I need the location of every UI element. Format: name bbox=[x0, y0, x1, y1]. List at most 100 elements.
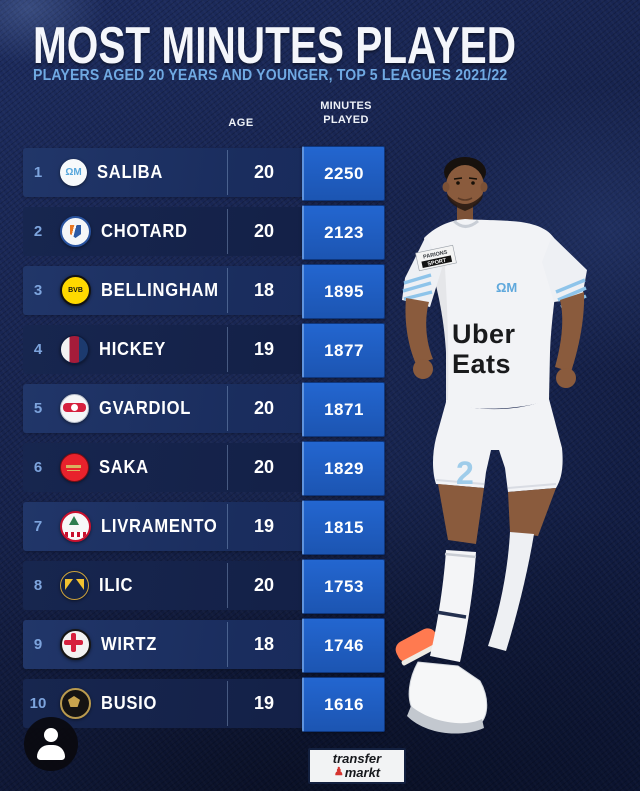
player-name: SALIBA bbox=[97, 162, 164, 182]
age-value: 19 bbox=[253, 339, 275, 359]
column-divider bbox=[227, 268, 228, 313]
marseille-chest-crest-icon: ΩM bbox=[496, 280, 517, 295]
player-name: CHOTARD bbox=[101, 221, 188, 241]
player-thigh-right bbox=[508, 488, 556, 536]
crest-glyph: ΩM bbox=[65, 167, 82, 178]
crest-montpellier-icon bbox=[60, 216, 91, 247]
age-value: 18 bbox=[253, 634, 275, 654]
transfermarkt-logo-line1: transfer bbox=[332, 751, 382, 767]
crest-olympique-marseille-icon: ΩM bbox=[60, 159, 87, 186]
age-value: 18 bbox=[253, 280, 275, 300]
crest-bayer-leverkusen-icon bbox=[60, 629, 91, 660]
crest-venezia-icon bbox=[60, 688, 91, 719]
crest-hellas-verona-icon bbox=[60, 571, 89, 600]
crest-borussia-dortmund-icon: BVB bbox=[60, 275, 91, 306]
rank-label: 7 bbox=[33, 518, 43, 535]
page-subtitle: PLAYERS AGED 20 YEARS AND YOUNGER, TOP 5… bbox=[33, 67, 508, 84]
column-header-minutes-line2: PLAYED bbox=[323, 114, 369, 127]
crest-glyph: BVB bbox=[68, 287, 83, 294]
minutes-value: 1753 bbox=[324, 576, 364, 596]
avatar-button[interactable] bbox=[24, 717, 78, 771]
transfermarkt-logo: transfer ♟ markt bbox=[308, 748, 406, 784]
shirt-sponsor-line1: Uber bbox=[452, 319, 516, 349]
minutes-value: 1815 bbox=[324, 517, 364, 537]
column-header-minutes: MINUTES PLAYED bbox=[305, 99, 387, 128]
column-divider bbox=[227, 386, 228, 431]
player-name: HICKEY bbox=[99, 339, 166, 359]
column-divider bbox=[227, 563, 228, 608]
table-row: 1 ΩM SALIBA 20 2250 bbox=[23, 146, 385, 201]
minutes-box: 1815 bbox=[302, 500, 385, 555]
age-value: 19 bbox=[253, 693, 275, 713]
crest-arsenal-icon bbox=[60, 453, 89, 482]
minutes-value: 1877 bbox=[324, 340, 364, 360]
sponsor-patch-line1: PARIONS bbox=[423, 250, 449, 261]
player-thigh-left bbox=[438, 484, 484, 544]
table-row: 10 BUSIO 19 1616 bbox=[23, 677, 385, 732]
player-sock-left bbox=[430, 550, 476, 662]
age-value: 20 bbox=[253, 457, 275, 477]
rank-label: 2 bbox=[33, 223, 43, 240]
minutes-box: 1877 bbox=[302, 323, 385, 378]
minutes-box: 1895 bbox=[302, 264, 385, 319]
minutes-box: 1829 bbox=[302, 441, 385, 496]
rank-label: 8 bbox=[33, 577, 43, 594]
rank-label: 1 bbox=[33, 164, 43, 181]
table-row: 2 CHOTARD 20 2123 bbox=[23, 205, 385, 260]
minutes-value: 2123 bbox=[324, 222, 364, 242]
column-divider bbox=[227, 150, 228, 195]
column-header-minutes-line1: MINUTES bbox=[320, 100, 372, 112]
age-value: 20 bbox=[253, 398, 275, 418]
player-name: WIRTZ bbox=[101, 634, 158, 654]
minutes-value: 1895 bbox=[324, 281, 364, 301]
player-fist-right bbox=[556, 368, 576, 388]
player-jersey bbox=[424, 219, 558, 409]
transfermarkt-logo-line2: markt bbox=[344, 765, 381, 780]
shorts-number: 2 bbox=[456, 455, 474, 491]
minutes-value: 1829 bbox=[324, 458, 364, 478]
column-header-age: AGE bbox=[228, 117, 254, 129]
minutes-box: 1753 bbox=[302, 559, 385, 614]
rank-label: 4 bbox=[33, 341, 43, 358]
player-collar bbox=[452, 219, 479, 228]
player-name: GVARDIOL bbox=[99, 398, 192, 418]
column-divider bbox=[227, 209, 228, 254]
player-face bbox=[446, 165, 484, 207]
minutes-box: 1871 bbox=[302, 382, 385, 437]
player-name: SAKA bbox=[99, 457, 149, 477]
player-name: LIVRAMENTO bbox=[101, 516, 218, 536]
page-title: MOST MINUTES PLAYED bbox=[33, 17, 517, 75]
minutes-box: 2250 bbox=[302, 146, 385, 201]
table-row: 4 HICKEY 19 1877 bbox=[23, 323, 385, 378]
player-name: ILIC bbox=[99, 575, 134, 595]
player-name: BELLINGHAM bbox=[101, 280, 219, 300]
table-row: 3 BVB BELLINGHAM 18 1895 bbox=[23, 264, 385, 319]
age-value: 20 bbox=[253, 575, 275, 595]
rank-label: 6 bbox=[33, 459, 43, 476]
column-divider bbox=[227, 445, 228, 490]
table-row: 7 LIVRAMENTO 19 1815 bbox=[23, 500, 385, 555]
table-row: 9 WIRTZ 18 1746 bbox=[23, 618, 385, 673]
table-row: 6 SAKA 20 1829 bbox=[23, 441, 385, 496]
player-forearm-right bbox=[555, 292, 585, 372]
person-icon bbox=[24, 717, 78, 771]
sleeve-stripes-left bbox=[402, 273, 433, 301]
sock-band bbox=[435, 610, 467, 619]
ranking-table: 1 ΩM SALIBA 20 2250 2 CHOTARD 20 2123 3 … bbox=[23, 146, 385, 732]
table-row: 8 ILIC 20 1753 bbox=[23, 559, 385, 614]
player-sock-right bbox=[488, 532, 534, 651]
minutes-box: 1616 bbox=[302, 677, 385, 732]
orange-boot bbox=[395, 628, 440, 666]
player-fist-left bbox=[413, 359, 433, 379]
player-beard bbox=[447, 194, 483, 211]
minutes-value: 1871 bbox=[324, 399, 364, 419]
player-forearm-left bbox=[405, 298, 433, 364]
boot-sole bbox=[407, 706, 484, 734]
minutes-box: 2123 bbox=[302, 205, 385, 260]
age-value: 19 bbox=[253, 516, 275, 536]
column-divider bbox=[227, 504, 228, 549]
sponsor-patch: PARIONS SPORT bbox=[415, 244, 457, 272]
age-value: 20 bbox=[253, 221, 275, 241]
rank-label: 5 bbox=[33, 400, 43, 417]
